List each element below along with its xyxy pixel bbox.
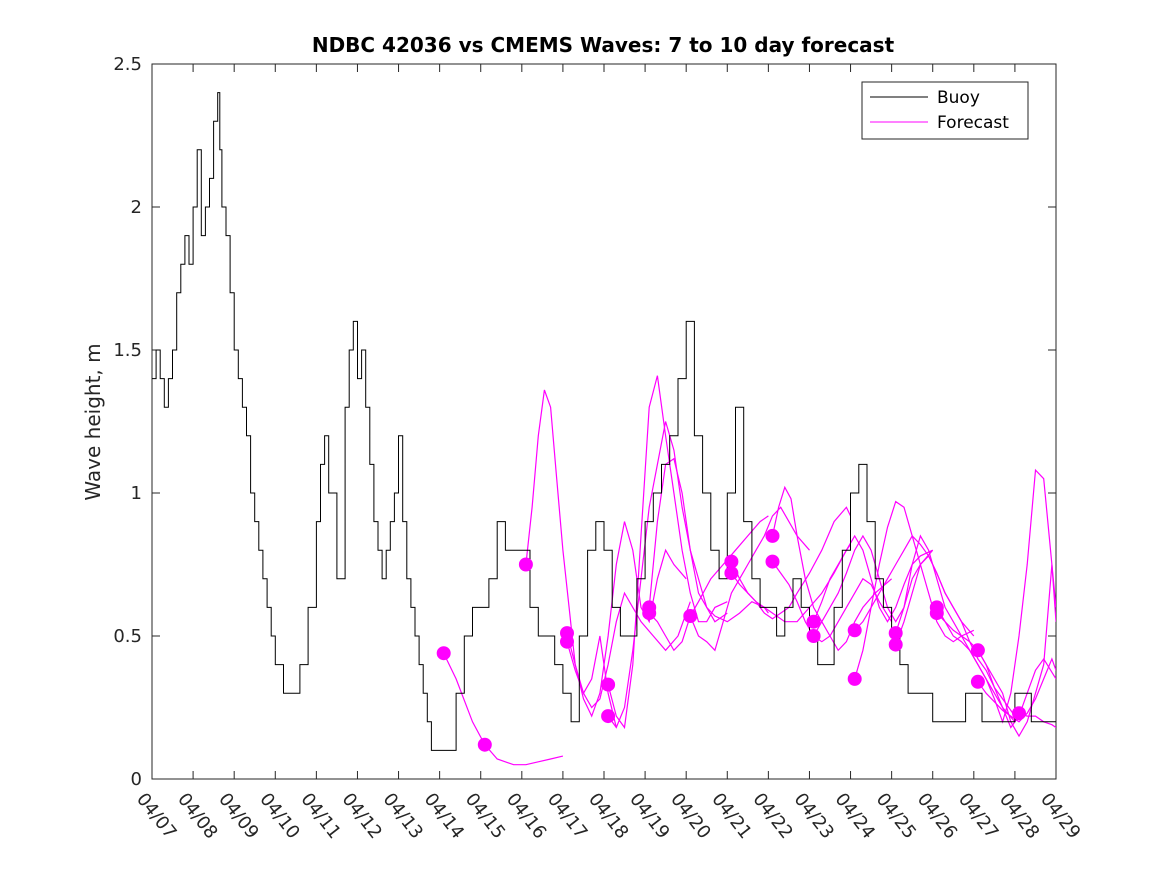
y-tick-label: 0.5 xyxy=(113,626,142,647)
forecast-marker xyxy=(560,634,574,649)
forecast-line xyxy=(813,534,933,623)
y-tick-label: 0 xyxy=(131,769,142,790)
forecast-marker xyxy=(847,671,862,686)
y-tick-label: 2.5 xyxy=(113,54,142,75)
forecast-line xyxy=(607,375,728,730)
legend-label-buoy: Buoy xyxy=(937,88,980,108)
forecast-marker xyxy=(765,554,780,569)
forecast-line xyxy=(772,561,893,643)
forecast-marker xyxy=(601,709,616,724)
legend-label-forecast: Forecast xyxy=(937,113,1009,133)
forecast-marker xyxy=(970,674,985,689)
forecast-line xyxy=(689,506,810,652)
forecast-line xyxy=(813,534,934,637)
forecast-line xyxy=(895,534,1016,723)
forecast-line xyxy=(895,554,1016,717)
forecast-marker xyxy=(518,557,533,572)
forecast-line xyxy=(977,564,1056,738)
forecast-line xyxy=(648,457,769,623)
forecast-line xyxy=(1018,712,1056,728)
buoy-line xyxy=(152,92,1056,751)
legend: Buoy Forecast xyxy=(861,81,1029,140)
forecast-marker xyxy=(806,614,821,629)
forecast-marker xyxy=(1012,706,1026,721)
series-group xyxy=(152,92,1056,766)
y-tick-label: 1 xyxy=(131,483,142,504)
forecast-marker xyxy=(888,637,903,652)
y-tick-label: 2 xyxy=(131,197,142,218)
forecast-marker xyxy=(724,566,739,581)
forecast-line xyxy=(936,612,1056,729)
forecast-line xyxy=(936,468,1056,724)
forecast-marker xyxy=(970,643,985,658)
forecast-marker xyxy=(477,737,492,752)
forecast-marker xyxy=(929,606,944,621)
legend-box xyxy=(861,81,1029,140)
y-tick-label: 1.5 xyxy=(113,340,142,361)
forecast-line xyxy=(443,652,564,766)
forecast-line xyxy=(648,515,769,652)
forecast-line xyxy=(566,521,687,718)
forecast-marker xyxy=(683,609,698,623)
forecast-marker xyxy=(847,623,862,638)
forecast-line xyxy=(525,389,617,728)
forecast-line xyxy=(977,657,1056,723)
forecast-marker xyxy=(601,677,616,692)
forecast-marker xyxy=(436,646,451,661)
forecast-line xyxy=(607,421,728,729)
forecast-marker xyxy=(765,528,780,543)
forecast-marker xyxy=(806,629,821,643)
forecast-marker xyxy=(642,606,657,621)
y-axis-label: Wave height, m xyxy=(81,343,105,500)
chart-title: NDBC 42036 vs CMEMS Waves: 7 to 10 day f… xyxy=(312,33,895,57)
